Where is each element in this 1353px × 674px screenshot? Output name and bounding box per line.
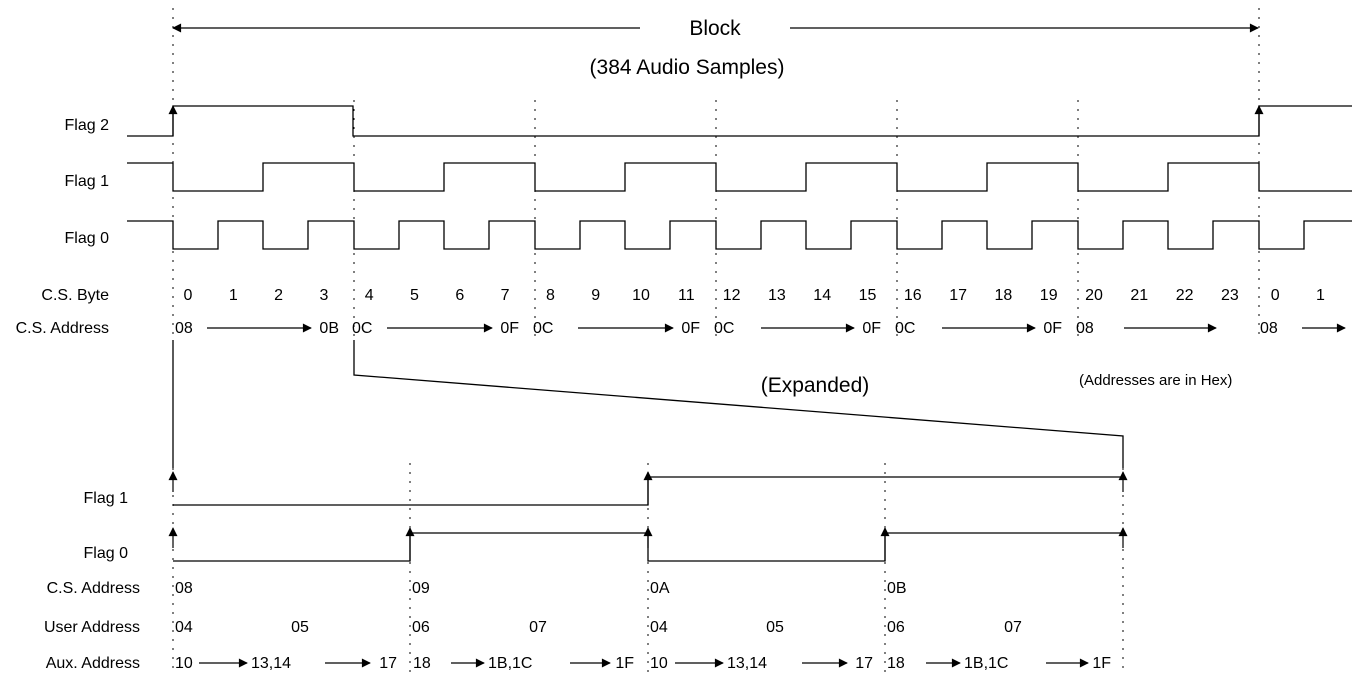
cs-byte-number: 17 [949, 287, 967, 304]
cs-byte-number: 10 [632, 287, 650, 304]
expanded-label: (Expanded) [761, 374, 870, 397]
cs-byte-number: 3 [319, 287, 328, 304]
label-cs-address: C.S. Address [16, 320, 109, 337]
hex-note: (Addresses are in Hex) [1079, 372, 1232, 389]
aux-end-4: 1F [1092, 655, 1111, 672]
expanded-cs-addresses: 08 09 0A 0B [175, 580, 907, 597]
cs-address-start-2: 0C [352, 320, 372, 337]
aux-start-1: 10 [175, 655, 193, 672]
cs-address-start-5: 0C [895, 320, 915, 337]
cs-byte-number: 0 [1271, 287, 1280, 304]
cs-address-end-5: 0F [1043, 320, 1062, 337]
label-flag1: Flag 1 [65, 173, 110, 190]
expanded-edge-arrows [168, 471, 1128, 561]
cs-byte-number: 20 [1085, 287, 1103, 304]
flag2-waveform [127, 105, 1352, 137]
cs-address-end-2: 0F [500, 320, 519, 337]
expanded-label-user-address: User Address [44, 619, 140, 636]
cs-byte-number: 16 [904, 287, 922, 304]
user-address-6: 05 [766, 619, 784, 636]
expanded-cs-address-3: 0A [650, 580, 670, 597]
cs-byte-number: 19 [1040, 287, 1058, 304]
expanded-cs-address-2: 09 [412, 580, 430, 597]
cs-address-start-1: 08 [175, 320, 193, 337]
expansion-line-right [353, 340, 1124, 468]
flag1-waveform [127, 162, 1352, 192]
aux-end-2: 1F [615, 655, 634, 672]
label-flag2: Flag 2 [65, 117, 110, 134]
cs-byte-number: 1 [229, 287, 238, 304]
aux-mid-4: 1B,1C [964, 655, 1008, 672]
user-address-2: 05 [291, 619, 309, 636]
cs-byte-number: 2 [274, 287, 283, 304]
cs-byte-number: 9 [591, 287, 600, 304]
expanded-cs-address-1: 08 [175, 580, 193, 597]
cs-address-start-4: 0C [714, 320, 734, 337]
aux-start-3: 10 [650, 655, 668, 672]
label-flag0: Flag 0 [65, 230, 110, 247]
aux-mid-1: 13,14 [251, 655, 291, 672]
expanded-gridlines [172, 463, 1124, 674]
cs-byte-number: 18 [995, 287, 1013, 304]
expanded-label-flag1: Flag 1 [84, 490, 129, 507]
cs-byte-number: 1 [1316, 287, 1325, 304]
flag0-waveform [127, 220, 1352, 250]
cs-byte-number: 23 [1221, 287, 1239, 304]
expanded-label-flag0: Flag 0 [84, 545, 129, 562]
cs-byte-number: 7 [501, 287, 510, 304]
cs-address-start-3: 0C [533, 320, 553, 337]
cs-byte-number: 13 [768, 287, 786, 304]
expanded-cs-address-4: 0B [887, 580, 907, 597]
cs-byte-number: 14 [813, 287, 831, 304]
cs-byte-number: 12 [723, 287, 741, 304]
expanded-label-cs-address: C.S. Address [47, 580, 140, 597]
cs-byte-number: 8 [546, 287, 555, 304]
cs-byte-number: 21 [1130, 287, 1148, 304]
cs-address-start-6: 08 [1076, 320, 1094, 337]
aux-mid-3: 13,14 [727, 655, 767, 672]
cs-byte-number: 15 [859, 287, 877, 304]
expanded-label-aux-address: Aux. Address [46, 655, 140, 672]
aux-start-2: 18 [413, 655, 431, 672]
expanded-user-addresses: 04 05 06 07 04 05 06 07 [175, 619, 1022, 636]
aux-start-4: 18 [887, 655, 905, 672]
user-address-4: 07 [529, 619, 547, 636]
cs-address-end-1: 0B [319, 320, 339, 337]
user-address-7: 06 [887, 619, 905, 636]
user-address-1: 04 [175, 619, 193, 636]
cs-address-labels: 08 0B 0C 0F 0C 0F 0C 0F 0C 0F 08 08 [175, 320, 1278, 337]
cs-byte-number: 6 [455, 287, 464, 304]
block-subtitle: (384 Audio Samples) [590, 56, 785, 79]
aux-address-labels: 10 13,14 17 18 1B,1C 1F 10 13,14 17 18 1… [175, 655, 1111, 672]
user-address-5: 04 [650, 619, 668, 636]
cs-address-end-4: 0F [862, 320, 881, 337]
aux-end-1: 17 [379, 655, 397, 672]
cs-address-end-3: 0F [681, 320, 700, 337]
cs-byte-number: 0 [184, 287, 193, 304]
cs-address-start-7: 08 [1260, 320, 1278, 337]
aux-end-3: 17 [855, 655, 873, 672]
cs-byte-number: 4 [365, 287, 374, 304]
user-address-3: 06 [412, 619, 430, 636]
label-cs-byte: C.S. Byte [41, 287, 109, 304]
top-gridlines [172, 8, 1260, 340]
cs-byte-number: 5 [410, 287, 419, 304]
user-address-8: 07 [1004, 619, 1022, 636]
block-title: Block [689, 17, 741, 40]
cs-byte-labels: 0 1 2 3 4 5 6 7 8 9 10 11 12 13 14 15 16 17 18 19 20 21 22 23 0 1 [184, 287, 1326, 304]
cs-byte-number: 22 [1176, 287, 1194, 304]
aux-mid-2: 1B,1C [488, 655, 532, 672]
cs-byte-number: 11 [678, 287, 695, 304]
